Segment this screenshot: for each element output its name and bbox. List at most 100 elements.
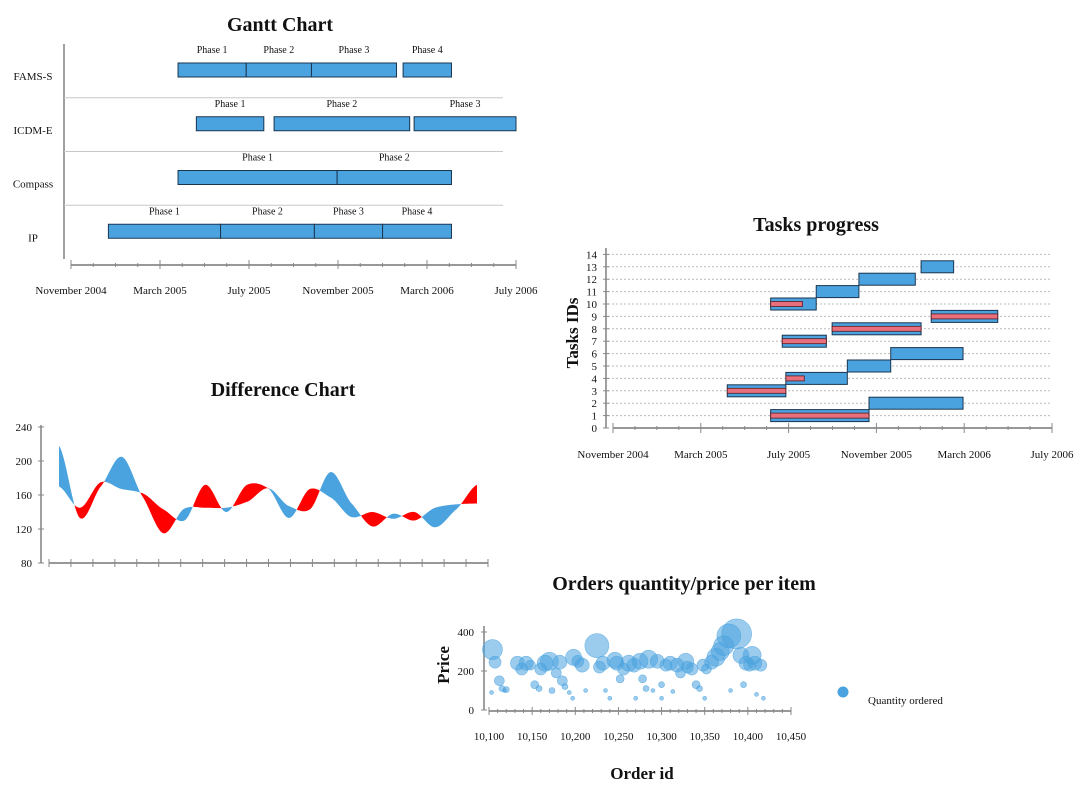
progress-y-tick-label: 12	[586, 274, 597, 286]
legend-label: Quantity ordered	[868, 695, 943, 707]
orders-bubble	[761, 695, 766, 701]
orders-title: Orders quantity/price per item	[552, 573, 816, 595]
orders-bubble	[566, 690, 572, 695]
orders-bubble	[489, 690, 494, 695]
orders-bubble	[642, 685, 650, 692]
gantt-phase-bar	[313, 223, 384, 239]
progress-task-bar	[920, 260, 955, 274]
tasks-progress-chart: Tasks progress Tasks IDs 012345678910111…	[563, 214, 1074, 461]
gantt-phase-bar	[336, 170, 452, 185]
difference-y-tick-label: 240	[16, 422, 33, 434]
progress-y-tick-label: 6	[592, 349, 598, 361]
difference-area-below	[296, 488, 320, 512]
gantt-phase-bar	[195, 116, 265, 132]
orders-bubble	[754, 692, 759, 697]
orders-bubble	[685, 662, 699, 676]
difference-area-below	[74, 480, 105, 519]
gantt-x-tick-label: November 2005	[302, 285, 374, 297]
orders-bubble	[535, 685, 543, 692]
orders-y-tick-label: 0	[469, 705, 475, 717]
orders-x-tick-label: 10,150	[517, 731, 548, 743]
gantt-phase-label: Phase 3	[333, 206, 364, 217]
orders-x-tick-label: 10,100	[474, 731, 505, 743]
gantt-phase-bar	[107, 223, 222, 239]
progress-completion-bar	[770, 301, 803, 307]
progress-y-tick-label: 13	[586, 262, 598, 274]
gantt-x-tick-label: July 2006	[494, 285, 538, 297]
gantt-x-tick-label: March 2006	[400, 285, 454, 297]
gantt-phase-label: Phase 2	[252, 206, 283, 217]
orders-bubble-chart: Orders quantity/price per item Order id …	[434, 573, 943, 783]
progress-y-tick-label: 11	[586, 287, 597, 299]
progress-y-tick-label: 7	[592, 336, 598, 348]
gantt-phase-label: Phase 4	[402, 206, 433, 217]
progress-task-bar	[868, 396, 964, 410]
orders-bubble	[615, 674, 625, 684]
orders-bubble	[728, 688, 733, 693]
difference-y-tick-label: 200	[16, 456, 33, 468]
difference-area-below	[193, 484, 223, 510]
gantt-phase-bar	[273, 116, 411, 132]
difference-area-below	[140, 492, 177, 534]
gantt-phase-label: Phase 1	[197, 45, 228, 56]
difference-title: Difference Chart	[211, 379, 356, 401]
progress-task-bar	[890, 347, 964, 361]
progress-x-tick-label: March 2005	[674, 449, 728, 461]
orders-x-tick-label: 10,350	[690, 731, 721, 743]
orders-bubble	[502, 686, 510, 693]
orders-bubble	[696, 685, 703, 692]
progress-y-tick-label: 3	[592, 386, 598, 398]
gantt-phase-label: Phase 3	[339, 45, 370, 56]
progress-y-tick-label: 5	[592, 361, 598, 373]
orders-bubble	[488, 655, 502, 669]
orders-x-tick-label: 10,200	[560, 731, 591, 743]
orders-y-tick-label: 200	[458, 666, 475, 678]
tasks-progress-ylabel: Tasks IDs	[563, 297, 582, 368]
gantt-phase-label: Phase 2	[326, 99, 357, 110]
orders-bubble	[659, 695, 664, 701]
progress-x-tick-label: July 2006	[1030, 449, 1074, 461]
difference-area-above	[176, 505, 194, 522]
orders-x-tick-label: 10,450	[776, 731, 807, 743]
progress-x-tick-label: November 2004	[577, 449, 649, 461]
orders-bubble	[583, 688, 588, 693]
gantt-phase-bar	[177, 62, 247, 78]
gantt-phase-label: Phase 1	[149, 206, 180, 217]
difference-area-above	[222, 505, 234, 512]
gantt-chart: Gantt Chart November 2004 March 2005 July …	[13, 14, 538, 297]
orders-bubble	[754, 658, 768, 672]
orders-x-tick-label: 10,300	[646, 731, 677, 743]
progress-y-tick-label: 2	[592, 398, 598, 410]
orders-bubble	[607, 695, 613, 701]
tasks-progress-title: Tasks progress	[753, 214, 879, 236]
progress-x-tick-label: November 2005	[841, 449, 913, 461]
orders-bubble	[552, 654, 568, 670]
orders-bubble	[561, 683, 569, 690]
progress-completion-bar	[781, 338, 827, 345]
progress-y-tick-label: 4	[592, 373, 598, 385]
difference-area-above	[422, 504, 462, 528]
progress-y-tick-label: 1	[592, 411, 598, 423]
orders-y-tick-label: 400	[458, 627, 475, 639]
difference-area-above	[269, 488, 297, 518]
orders-x-tick-label: 10,400	[733, 731, 764, 743]
orders-bubble	[638, 674, 647, 684]
orders-bubble	[740, 681, 747, 688]
gantt-phase-label: Phase 1	[242, 153, 273, 164]
progress-y-tick-label: 0	[592, 423, 598, 435]
orders-xlabel: Order id	[610, 764, 674, 783]
orders-bubble	[494, 675, 505, 687]
gantt-phase-bar	[402, 62, 452, 78]
gantt-task-label: Compass	[13, 179, 53, 191]
difference-chart: Difference Chart 80 120 160 200 240	[16, 379, 489, 570]
progress-y-tick-label: 10	[586, 299, 598, 311]
difference-area-above	[387, 513, 403, 519]
progress-completion-bar	[930, 313, 999, 320]
difference-area-above	[319, 472, 362, 518]
gantt-phase-bar	[177, 170, 338, 185]
orders-bubble	[603, 688, 608, 693]
difference-area-below	[402, 511, 423, 521]
difference-area-above	[59, 445, 75, 507]
orders-bubble	[721, 618, 752, 650]
